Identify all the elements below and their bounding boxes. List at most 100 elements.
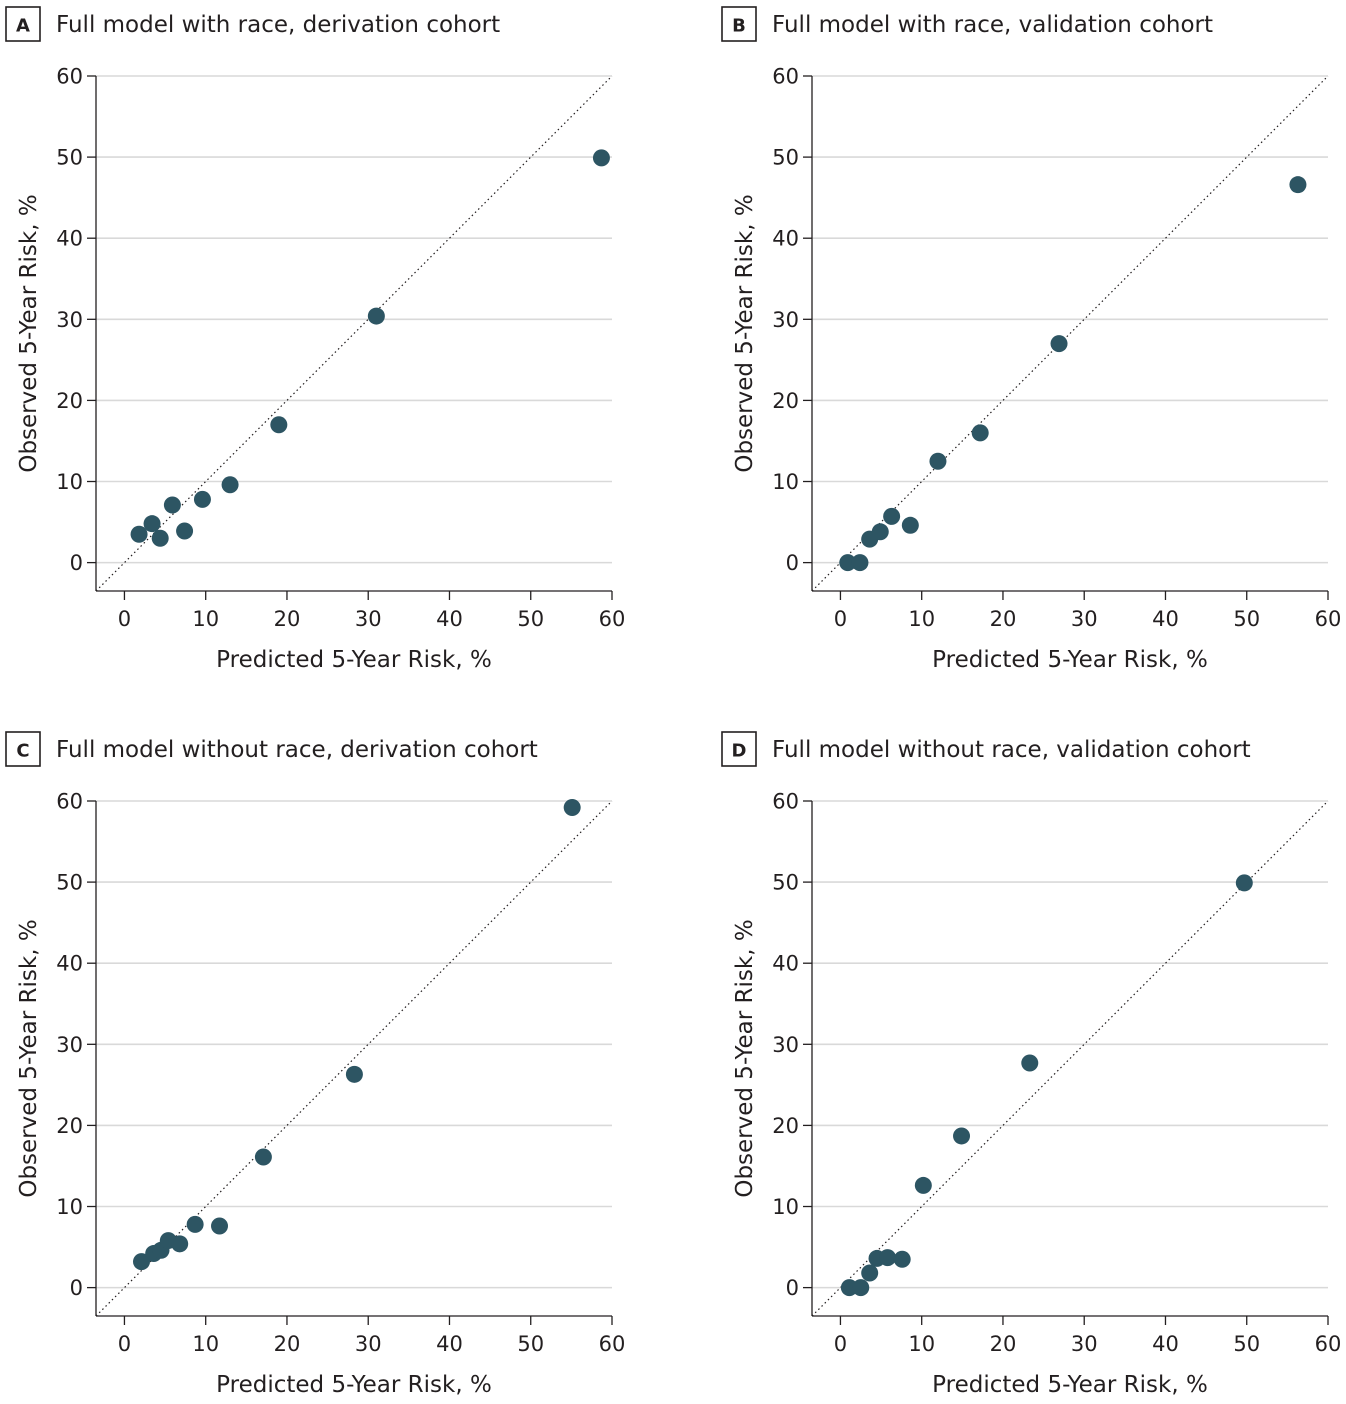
data-point xyxy=(211,1217,229,1235)
y-tick-label: 60 xyxy=(56,65,83,89)
panel-letter-box xyxy=(721,6,757,42)
x-tick-label: 40 xyxy=(436,1332,463,1356)
x-tick-label: 10 xyxy=(908,607,935,631)
chart-panel-c: C Full model without race, derivation coh… xyxy=(5,731,626,1398)
data-point xyxy=(130,525,148,543)
y-axis-label: Observed 5-Year Risk, % xyxy=(732,919,758,1197)
data-point xyxy=(901,516,919,534)
data-point xyxy=(929,452,947,470)
x-tick-label: 20 xyxy=(274,1332,301,1356)
y-tick-label: 0 xyxy=(70,551,83,575)
data-point xyxy=(133,1253,151,1271)
x-tick-label: 0 xyxy=(118,607,131,631)
panel-title: Full model with race, validation cohort xyxy=(772,12,1213,38)
data-point xyxy=(143,515,161,533)
y-tick-label: 10 xyxy=(772,1195,799,1219)
panel-letter: B xyxy=(732,16,746,37)
panel-title: Full model without race, derivation coho… xyxy=(56,737,538,763)
identity-reference-line xyxy=(811,75,1329,592)
x-tick-label: 40 xyxy=(1152,607,1179,631)
y-tick-label: 50 xyxy=(772,871,799,895)
chart-panel-a: A Full model with race, derivation cohort… xyxy=(5,6,626,673)
y-tick-label: 50 xyxy=(772,146,799,170)
data-point xyxy=(1021,1054,1039,1072)
x-axis-label: Predicted 5-Year Risk, % xyxy=(932,1372,1208,1398)
data-point xyxy=(971,424,989,442)
x-tick-label: 50 xyxy=(1233,607,1260,631)
chart-panel-b: B Full model with race, validation cohort… xyxy=(721,6,1342,673)
y-axis-label: Observed 5-Year Risk, % xyxy=(16,919,42,1197)
data-point xyxy=(883,507,901,525)
x-tick-label: 60 xyxy=(1315,607,1342,631)
x-tick-label: 40 xyxy=(1152,1332,1179,1356)
y-tick-label: 20 xyxy=(56,389,83,413)
panel-letter: A xyxy=(16,16,30,37)
identity-reference-line xyxy=(95,800,613,1317)
y-tick-label: 40 xyxy=(56,952,83,976)
y-tick-label: 60 xyxy=(56,790,83,814)
x-tick-label: 60 xyxy=(1315,1332,1342,1356)
data-point xyxy=(851,554,869,572)
x-tick-label: 30 xyxy=(1071,607,1098,631)
y-tick-label: 20 xyxy=(772,389,799,413)
data-point xyxy=(1235,874,1253,892)
y-tick-label: 40 xyxy=(772,227,799,251)
data-point xyxy=(186,1215,204,1233)
x-tick-label: 50 xyxy=(517,1332,544,1356)
panel-title: Full model with race, derivation cohort xyxy=(56,12,500,38)
x-tick-label: 20 xyxy=(274,607,301,631)
x-axis-label: Predicted 5-Year Risk, % xyxy=(216,647,492,673)
data-point xyxy=(839,554,857,572)
data-point xyxy=(221,476,239,494)
y-tick-label: 40 xyxy=(772,952,799,976)
x-tick-label: 10 xyxy=(908,1332,935,1356)
x-tick-label: 0 xyxy=(834,1332,847,1356)
panel-title: Full model without race, validation coho… xyxy=(772,737,1251,763)
y-tick-label: 10 xyxy=(772,470,799,494)
y-tick-label: 50 xyxy=(56,871,83,895)
x-tick-label: 30 xyxy=(355,1332,382,1356)
x-tick-label: 20 xyxy=(990,607,1017,631)
data-point xyxy=(367,307,385,325)
x-tick-label: 10 xyxy=(192,607,219,631)
x-axis-label: Predicted 5-Year Risk, % xyxy=(216,1372,492,1398)
y-tick-label: 0 xyxy=(786,551,799,575)
data-point xyxy=(270,416,288,434)
y-tick-label: 30 xyxy=(772,308,799,332)
data-point xyxy=(563,798,581,816)
data-point xyxy=(879,1249,897,1267)
x-tick-label: 40 xyxy=(436,607,463,631)
panel-letter-box xyxy=(5,731,41,767)
y-tick-label: 60 xyxy=(772,65,799,89)
x-tick-label: 20 xyxy=(990,1332,1017,1356)
data-point xyxy=(151,529,169,547)
data-point xyxy=(163,496,181,514)
x-tick-label: 30 xyxy=(1071,1332,1098,1356)
x-tick-label: 10 xyxy=(192,1332,219,1356)
y-tick-label: 0 xyxy=(70,1276,83,1300)
data-point xyxy=(1289,176,1307,194)
y-tick-label: 60 xyxy=(772,790,799,814)
y-tick-label: 20 xyxy=(772,1114,799,1138)
y-tick-label: 50 xyxy=(56,146,83,170)
data-point xyxy=(592,149,610,167)
data-point xyxy=(345,1065,363,1083)
y-tick-label: 40 xyxy=(56,227,83,251)
y-tick-label: 30 xyxy=(772,1033,799,1057)
y-tick-label: 30 xyxy=(56,308,83,332)
data-point xyxy=(193,490,211,508)
data-point xyxy=(953,1127,971,1145)
data-point xyxy=(871,523,889,541)
identity-reference-line xyxy=(95,75,613,592)
x-tick-label: 50 xyxy=(517,607,544,631)
data-point xyxy=(852,1279,870,1297)
data-point xyxy=(171,1235,189,1253)
x-tick-label: 60 xyxy=(599,1332,626,1356)
y-tick-label: 0 xyxy=(786,1276,799,1300)
panel-letter: C xyxy=(16,741,29,762)
data-point xyxy=(914,1176,932,1194)
y-axis-label: Observed 5-Year Risk, % xyxy=(732,194,758,472)
x-tick-label: 60 xyxy=(599,607,626,631)
panel-letter-box xyxy=(5,6,41,42)
